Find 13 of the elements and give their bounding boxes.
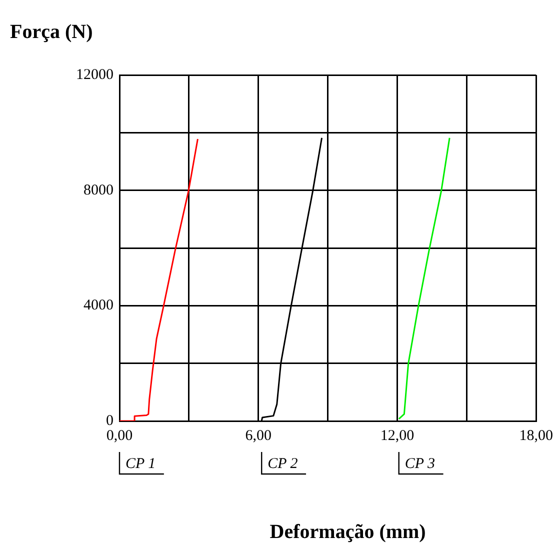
text: CP 1 (126, 456, 156, 472)
y-axis-title: Força (N) (10, 21, 93, 43)
y-tick-label: 8000 (84, 182, 114, 198)
text: CP 2 (268, 456, 298, 472)
x-tick-label: 12,00 (380, 428, 414, 444)
x-axis-title: Deformação (mm) (270, 521, 426, 543)
x-tick-label: 0,00 (106, 428, 133, 444)
x-tick-label: 18,00 (519, 428, 553, 444)
text: CP 3 (404, 456, 436, 472)
y-tick-label: 0 (106, 412, 114, 429)
y-tick-label: 4000 (84, 298, 114, 314)
x-tick-label: 6,00 (245, 428, 272, 444)
y-tick-label: 12000 (76, 66, 114, 83)
